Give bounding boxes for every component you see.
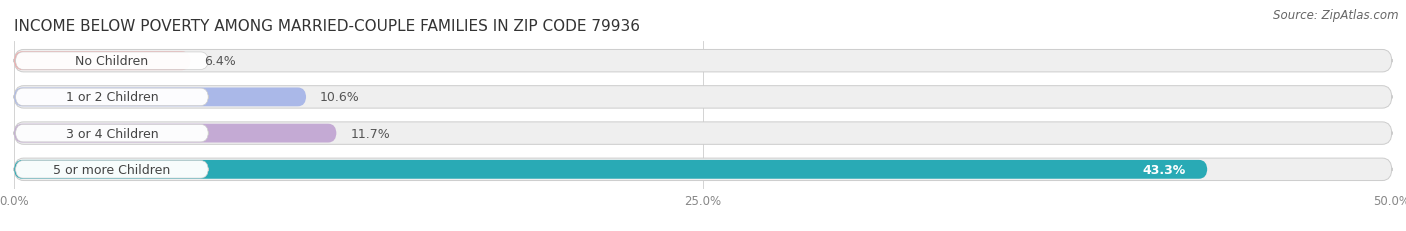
FancyBboxPatch shape (14, 88, 307, 107)
FancyBboxPatch shape (14, 86, 1392, 109)
Text: No Children: No Children (76, 55, 149, 68)
FancyBboxPatch shape (14, 160, 1208, 179)
FancyBboxPatch shape (14, 124, 336, 143)
Text: 6.4%: 6.4% (204, 55, 236, 68)
FancyBboxPatch shape (14, 52, 190, 71)
Text: 10.6%: 10.6% (321, 91, 360, 104)
FancyBboxPatch shape (15, 89, 208, 106)
FancyBboxPatch shape (15, 161, 208, 178)
FancyBboxPatch shape (15, 125, 208, 142)
Text: 43.3%: 43.3% (1142, 163, 1185, 176)
Text: Source: ZipAtlas.com: Source: ZipAtlas.com (1274, 9, 1399, 22)
Text: 11.7%: 11.7% (350, 127, 389, 140)
FancyBboxPatch shape (14, 158, 1392, 181)
FancyBboxPatch shape (14, 122, 1392, 145)
Text: 5 or more Children: 5 or more Children (53, 163, 170, 176)
Text: 1 or 2 Children: 1 or 2 Children (66, 91, 159, 104)
FancyBboxPatch shape (14, 50, 1392, 73)
FancyBboxPatch shape (15, 53, 208, 70)
Text: 3 or 4 Children: 3 or 4 Children (66, 127, 159, 140)
Text: INCOME BELOW POVERTY AMONG MARRIED-COUPLE FAMILIES IN ZIP CODE 79936: INCOME BELOW POVERTY AMONG MARRIED-COUPL… (14, 18, 640, 33)
